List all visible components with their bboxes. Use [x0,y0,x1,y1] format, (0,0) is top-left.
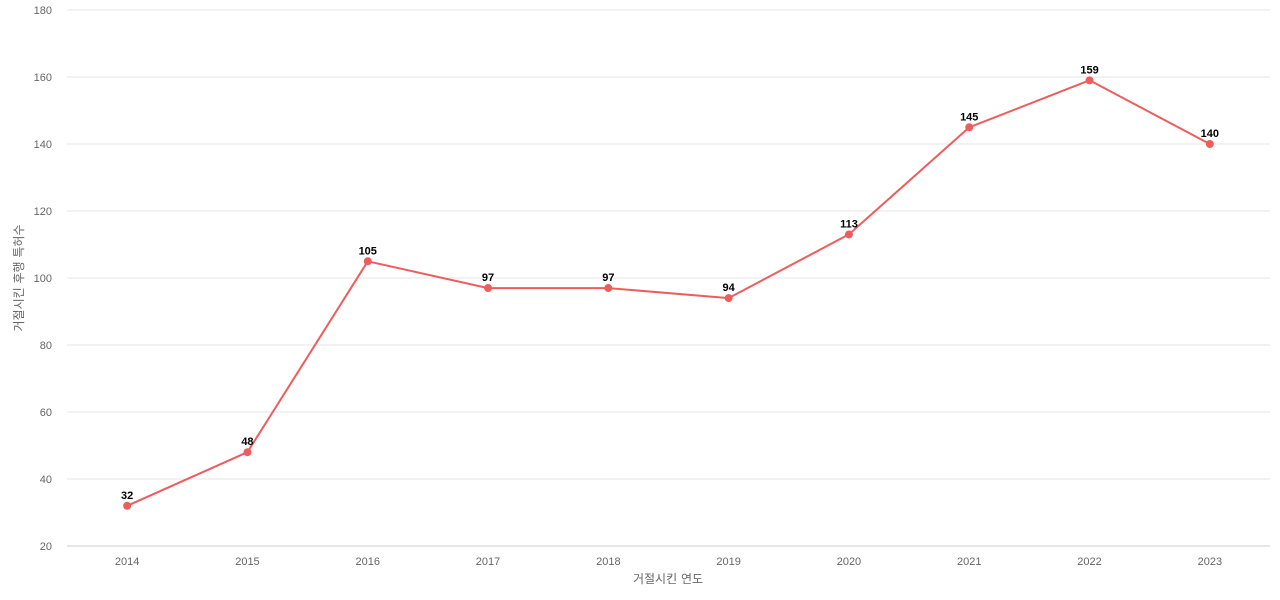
x-axis-ticks: 2014 2015 2016 2017 2018 2019 2020 2021 2022 2023 [115,556,1222,568]
data-label-2022: 159 [1080,64,1098,76]
x-tick-label-2023: 2023 [1198,556,1222,568]
data-point-2021 [965,123,974,132]
y-tick-label-60: 60 [40,407,52,419]
x-axis-title: 거절시킨 연도 [633,572,703,586]
data-label-2014: 32 [121,490,133,502]
x-tick-label-2021: 2021 [957,556,981,568]
y-tick-label-20: 20 [40,541,52,553]
series-layer [123,76,1214,510]
y-tick-label-160: 160 [34,72,52,84]
data-point-2023 [1205,140,1214,148]
data-point-2014 [123,501,132,510]
x-tick-label-2018: 2018 [596,556,620,568]
series-line-0 [126,79,1211,507]
data-point-2017 [484,284,493,293]
data-labels: 32 48 105 97 97 94 113 145 159 140 [121,64,1219,501]
y-tick-label-120: 120 [34,206,52,218]
data-label-2021: 145 [960,111,978,123]
data-point-2020 [844,230,853,239]
y-tick-label-100: 100 [34,273,52,285]
x-tick-label-2015: 2015 [235,556,259,568]
x-tick-label-2017: 2017 [476,556,500,568]
data-label-2018: 97 [602,272,614,284]
data-point-2018 [604,284,613,293]
x-tick-label-2022: 2022 [1077,556,1101,568]
gridlines [67,9,1270,547]
y-tick-label-40: 40 [40,474,52,486]
data-label-2023: 140 [1201,128,1219,140]
y-axis-title: 거절시킨 후행 특허수 [11,225,26,332]
x-tick-label-2020: 2020 [837,556,861,568]
x-tick-label-2014: 2014 [115,556,139,568]
x-tick-label-2016: 2016 [356,556,380,568]
data-label-2015: 48 [241,436,253,448]
y-tick-label-180: 180 [34,5,52,17]
data-label-2020: 113 [840,218,858,230]
data-label-2019: 94 [723,282,736,294]
data-label-2017: 97 [482,272,494,284]
x-tick-label-2019: 2019 [716,556,740,568]
data-point-2016 [363,257,372,266]
data-point-2022 [1085,76,1094,85]
data-point-2015 [243,448,252,457]
y-tick-label-140: 140 [34,139,52,151]
data-label-2016: 105 [359,245,377,257]
y-tick-label-80: 80 [40,340,52,352]
data-point-2019 [724,294,733,303]
y-axis-ticks: 20 40 60 80 100 120 140 160 180 [34,5,52,553]
